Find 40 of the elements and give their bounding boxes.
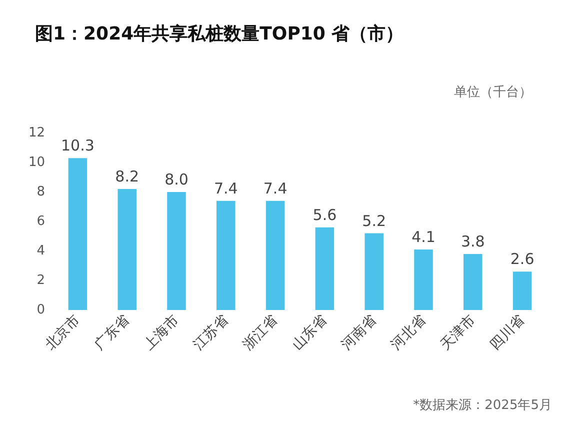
x-tick-label: 上海市 — [141, 312, 182, 354]
bar — [167, 192, 186, 310]
bar — [464, 254, 482, 310]
data-label: 8.2 — [115, 168, 140, 186]
x-tick-label: 四川省 — [486, 312, 528, 354]
y-tick-label: 10 — [28, 155, 45, 170]
text: 单位（千台） — [454, 85, 532, 100]
bar — [315, 227, 334, 310]
x-tick-label: 河南省 — [338, 312, 380, 354]
bar — [512, 272, 532, 310]
x-tick-label: 山东省 — [289, 312, 330, 354]
y-tick-label: 0 — [36, 302, 45, 318]
chart-title: 图1：2024年共享私桩数量TOP10 省（市） — [35, 24, 404, 44]
x-tick-label: 江苏省 — [190, 312, 232, 354]
data-label: 10.3 — [60, 136, 94, 155]
y-tick-label: 6 — [36, 214, 45, 229]
data-label: 4.1 — [412, 228, 436, 246]
data-label: 7.4 — [214, 179, 238, 198]
y-tick-label: 2 — [36, 273, 45, 288]
data-label: 5.2 — [362, 212, 386, 230]
x-tick-label: 北京市 — [42, 312, 84, 354]
bar — [364, 233, 384, 310]
y-tick-label: 8 — [36, 184, 45, 200]
data-label: 2.6 — [510, 250, 534, 268]
bar — [266, 200, 285, 310]
data-label: 7.4 — [263, 179, 288, 198]
x-tick-label: 天津市 — [438, 312, 479, 354]
x-tick-label: 河北省 — [388, 312, 430, 354]
bar — [414, 250, 433, 310]
x-tick-label: 广东省 — [92, 312, 133, 354]
data-label: 5.6 — [312, 206, 337, 224]
text: *数据来源：2025年5月 — [413, 398, 552, 413]
bar — [216, 200, 236, 310]
bar — [118, 189, 136, 310]
data-label: 8.0 — [164, 170, 188, 188]
bar — [68, 158, 88, 310]
x-tick-label: 浙江省 — [240, 312, 281, 354]
y-tick-label: 4 — [36, 244, 45, 258]
data-label: 3.8 — [460, 232, 485, 250]
y-tick-label: 12 — [28, 126, 45, 140]
